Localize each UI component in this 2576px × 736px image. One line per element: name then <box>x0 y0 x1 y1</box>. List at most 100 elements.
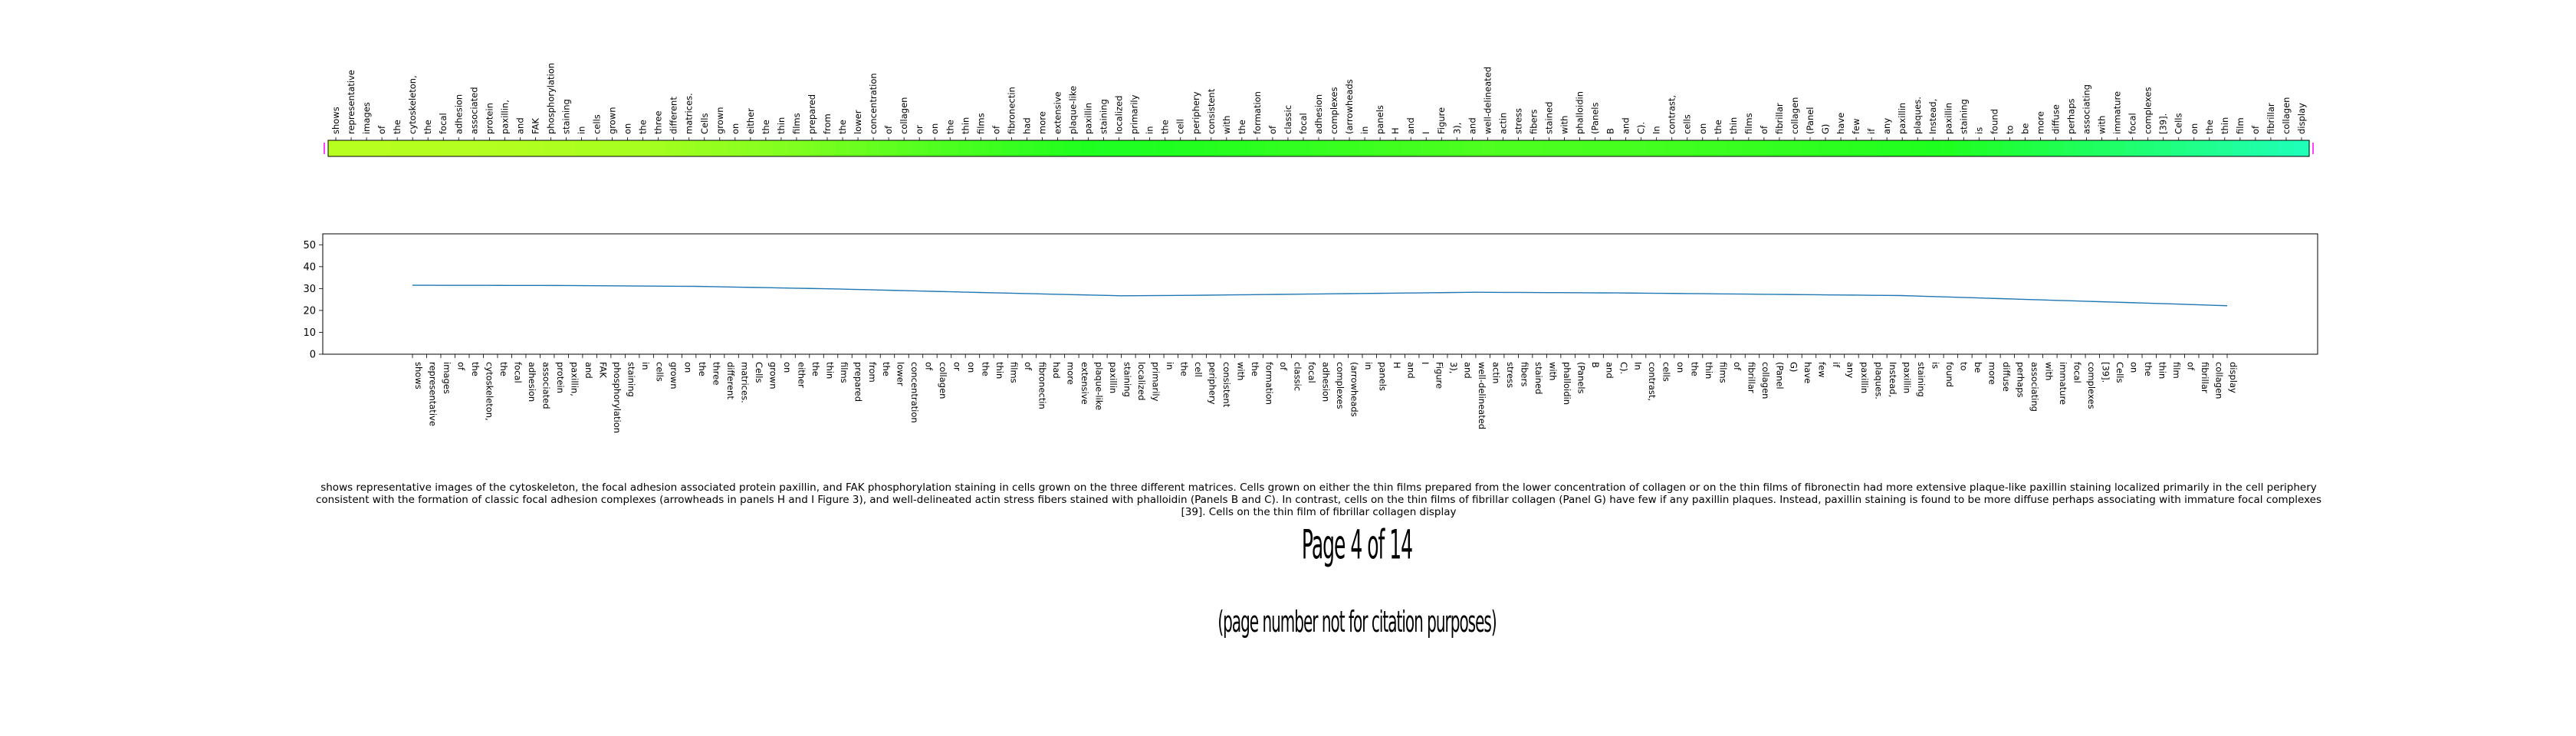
x-tick-label: focal <box>1306 362 1317 383</box>
heatmap-token-label: stained <box>1543 102 1554 134</box>
heatmap-token-label: grown <box>607 107 618 134</box>
x-tick-label: stress <box>1505 362 1516 388</box>
heatmap-cell <box>1342 140 1358 156</box>
x-tick-label: cells <box>1661 362 1671 382</box>
x-tick-label: classic <box>1293 362 1303 391</box>
heatmap-token-label: FAK <box>530 118 540 134</box>
x-tick-label: periphery <box>1208 362 1218 405</box>
heatmap-token-label: few <box>1851 118 1861 134</box>
heatmap-token-label: on <box>730 123 741 134</box>
x-tick-label: focal <box>2072 362 2083 383</box>
x-tick-label: In <box>1632 362 1643 370</box>
heatmap-cell <box>405 140 421 156</box>
heatmap-token-label: either <box>745 108 756 134</box>
heatmap-token-label: the <box>392 120 402 134</box>
heatmap-token-label: adhesion <box>453 94 464 134</box>
heatmap-token-label: plaques. <box>1912 97 1923 134</box>
heatmap-cell <box>835 140 851 156</box>
x-tick-label: grown <box>669 362 679 389</box>
heatmap-token-label: of <box>883 125 894 134</box>
heatmap-cell <box>773 140 790 156</box>
heatmap-cell <box>1388 140 1404 156</box>
x-tick-label: the <box>981 362 991 376</box>
x-tick-label: lower <box>895 362 906 386</box>
heatmap-cell <box>1449 140 1465 156</box>
heatmap-token-label: found <box>1989 109 1999 134</box>
x-tick-label: either <box>796 362 807 388</box>
x-tick-label: staining <box>626 362 636 397</box>
x-tick-label: had <box>1051 362 1062 379</box>
heatmap-cell <box>788 140 805 156</box>
heatmap-token-label: in <box>1145 127 1155 134</box>
heatmap-cell <box>1218 140 1235 156</box>
heatmap-cell <box>1172 140 1189 156</box>
x-tick-label: collagen <box>2214 362 2225 399</box>
heatmap-token-label: of <box>1267 125 1278 134</box>
x-tick-label: different <box>725 362 736 399</box>
x-tick-label: the <box>1179 362 1190 376</box>
heatmap-cell <box>1786 140 1803 156</box>
x-tick-label: stained <box>1533 362 1544 394</box>
heatmap-token-label: from <box>822 113 833 134</box>
heatmap-token-label: with <box>2097 116 2108 134</box>
heatmap-cell <box>2186 140 2203 156</box>
x-tick-label: G) <box>1789 362 1799 372</box>
x-tick-label: thin <box>2157 362 2168 379</box>
heatmap-token-label: films <box>1743 113 1754 134</box>
heatmap-token-label: more <box>2035 111 2045 134</box>
heatmap-token-label: in <box>1359 127 1370 134</box>
x-tick-label: of <box>2186 362 2196 371</box>
heatmap-cell <box>2032 140 2049 156</box>
x-tick-label: the <box>881 362 892 376</box>
heatmap-token-label: and <box>1405 117 1416 134</box>
heatmap-token-label: images <box>361 102 372 134</box>
heatmap-token-label: concentration <box>868 73 879 134</box>
x-tick-label: concentration <box>909 362 920 423</box>
figure-caption: shows representative images of the cytos… <box>316 481 2321 518</box>
x-tick-label: more <box>1066 362 1076 385</box>
x-tick-label: be <box>1973 362 1983 373</box>
x-tick-label: the <box>2143 362 2154 376</box>
heatmap-cell <box>2201 140 2218 156</box>
heatmap-token-label: and <box>1621 117 1631 134</box>
heatmap-token-label: or <box>914 125 925 134</box>
x-tick-label: the <box>697 362 708 376</box>
heatmap-token-label: focal <box>438 113 449 134</box>
heatmap-cell <box>589 140 606 156</box>
heatmap-token-label: the <box>761 120 771 134</box>
heatmap-token-label: (arrowheads <box>1344 79 1355 134</box>
heatmap-strip <box>328 140 2310 156</box>
heatmap-cell <box>727 140 744 156</box>
x-tick-label: matrices. <box>739 362 750 403</box>
x-tick-label: the <box>470 362 481 376</box>
heatmap-token-label: of <box>991 125 1001 134</box>
heatmap-token-label: films <box>975 113 986 134</box>
heatmap-token-label: matrices. <box>684 93 695 134</box>
heatmap-token-label: the <box>2204 120 2215 134</box>
heatmap-cell <box>389 140 406 156</box>
heatmap-token-label: the <box>837 120 848 134</box>
x-tick-label: found <box>1944 362 1955 387</box>
x-tick-label: with <box>1236 362 1247 380</box>
x-tick-label: complexes <box>1335 362 1346 409</box>
heatmap-cell <box>2002 140 2019 156</box>
heatmap-token-label: associating <box>2082 84 2092 134</box>
heatmap-token-label: Cells <box>699 113 710 135</box>
x-tick-label: grown <box>767 362 778 389</box>
heatmap-token-label: well-delineated <box>1482 67 1493 134</box>
heatmap-cell <box>1080 140 1097 156</box>
x-tick-label: well-delineated <box>1477 362 1487 429</box>
x-tick-label: three <box>711 362 721 385</box>
heatmap-token-label: be <box>2019 123 2030 134</box>
x-tick-label: thin <box>824 362 835 379</box>
heatmap-cell <box>1541 140 1558 156</box>
heatmap-cell <box>1633 140 1650 156</box>
heatmap-cell <box>881 140 897 156</box>
heatmap-cell <box>2124 140 2141 156</box>
x-tick-label: and <box>1405 362 1416 379</box>
x-tick-label: paxillin <box>1902 362 1913 393</box>
heatmap-cell <box>1833 140 1849 156</box>
heatmap-cell <box>328 140 344 156</box>
y-tick-label: 10 <box>303 327 316 339</box>
